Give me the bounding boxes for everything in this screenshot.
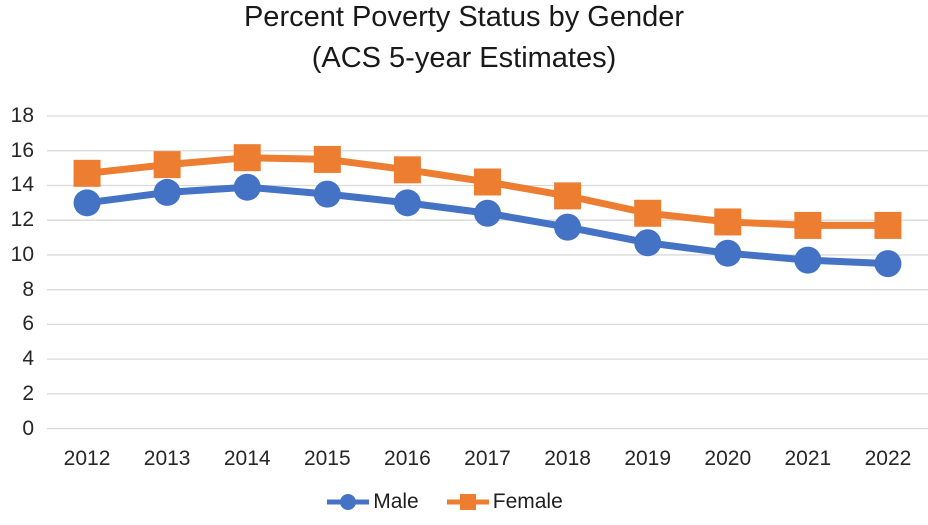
male-data-point: [714, 239, 742, 267]
y-tick-label: 10: [10, 242, 34, 266]
female-data-point: [874, 211, 902, 239]
y-tick-label: 18: [10, 104, 34, 127]
female-data-point: [153, 151, 181, 179]
female-data-point: [634, 199, 662, 227]
x-tick-label: 2013: [143, 447, 191, 470]
female-data-point: [794, 211, 822, 239]
x-tick-label: 2021: [784, 447, 832, 470]
legend-item-male: Male: [325, 489, 419, 515]
y-tick-label: 12: [10, 208, 34, 232]
chart-title: Percent Poverty Status by Gender (ACS 5-…: [0, 0, 928, 79]
x-tick-label: 2020: [704, 447, 752, 470]
male-data-point: [393, 189, 421, 217]
legend-item-female-label: Female: [492, 490, 563, 513]
legend-item-female: Female: [445, 489, 563, 515]
x-tick-label: 2018: [544, 447, 591, 470]
chart-title-line1: Percent Poverty Status by Gender: [243, 1, 685, 33]
y-tick-label: 2: [22, 381, 34, 405]
female-data-point: [714, 208, 742, 236]
x-tick-label: 2012: [63, 447, 111, 470]
male-data-point: [73, 189, 101, 217]
male-data-point: [313, 180, 341, 208]
female-data-point: [393, 156, 421, 184]
female-data-point: [73, 159, 101, 187]
y-tick-label: 6: [22, 312, 34, 336]
female-data-point: [474, 168, 501, 196]
male-series-marker-icon: [327, 494, 370, 510]
legend-item-male-label: Male: [373, 490, 419, 513]
y-tick-label: 4: [22, 347, 34, 371]
x-tick-label: 2016: [384, 447, 431, 470]
y-tick-label: 16: [10, 138, 34, 162]
male-data-point: [794, 246, 822, 274]
female-data-point: [313, 145, 341, 173]
male-data-point: [874, 250, 902, 278]
x-tick-label: 2014: [223, 447, 271, 470]
y-tick-label: 14: [10, 173, 34, 197]
male-data-point: [233, 173, 261, 201]
y-tick-label: 8: [22, 277, 34, 301]
male-data-point: [554, 213, 582, 241]
x-tick-label: 2019: [624, 447, 672, 470]
y-tick-label: 0: [22, 416, 34, 440]
x-tick-label: 2022: [864, 447, 912, 470]
male-data-point: [634, 229, 662, 257]
female-data-point: [233, 144, 261, 172]
male-data-point: [474, 199, 501, 227]
male-data-point: [153, 178, 181, 206]
legend: Male Female: [0, 489, 908, 515]
x-tick-label: 2015: [303, 447, 351, 470]
female-data-point: [554, 182, 582, 210]
x-tick-label: 2017: [464, 447, 511, 470]
female-series-marker-icon: [446, 494, 489, 510]
chart-title-line2: (ACS 5-year Estimates): [311, 42, 617, 74]
